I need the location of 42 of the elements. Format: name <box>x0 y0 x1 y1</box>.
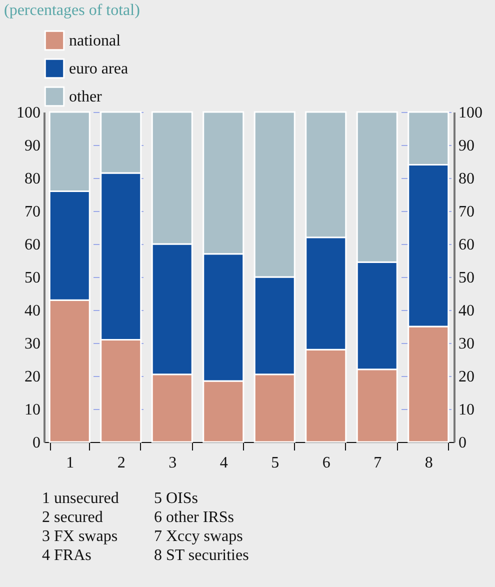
x-tick-label: 8 <box>424 454 433 472</box>
y2-tick-label: 70 <box>458 204 474 220</box>
y-tick-label: 90 <box>24 138 40 154</box>
y2-tick-label: 50 <box>458 270 474 286</box>
y2-tick-label: 90 <box>458 138 474 154</box>
text: 3 FX swaps <box>42 528 119 547</box>
text: 8 ST securities <box>154 547 250 566</box>
y-tick-label: 80 <box>24 170 40 188</box>
x-tick-label: 4 <box>220 454 228 472</box>
y2-tick-label: 0 <box>458 434 466 452</box>
legend-label: national <box>69 32 122 50</box>
text: 2 secured <box>42 509 104 528</box>
text: 7 Xccy swaps <box>154 528 244 547</box>
y2-tick-label: 30 <box>458 336 474 352</box>
text: 6 other IRSs <box>154 509 235 528</box>
x-tick-label: 6 <box>322 454 330 472</box>
chart-title: (percentages of total) <box>4 2 140 19</box>
y-tick-label: 10 <box>24 402 40 418</box>
y2-tick-label: 10 <box>458 402 474 418</box>
y2-tick-label: 20 <box>458 368 474 386</box>
x-tick-label: 2 <box>117 454 126 472</box>
x-tick-label: 7 <box>374 454 382 472</box>
y-tick-label: 20 <box>24 368 40 386</box>
y-tick-label: 60 <box>24 236 40 254</box>
legend-label: euro area <box>69 60 128 78</box>
text: 5 OISs <box>154 490 200 509</box>
text: 4 FRAs <box>42 547 92 566</box>
x-tick-label: 3 <box>168 454 177 472</box>
y2-tick-label: 100 <box>458 104 482 122</box>
y-tick-label: 0 <box>32 434 40 452</box>
y-tick-label: 70 <box>24 204 40 220</box>
y2-tick-label: 40 <box>458 302 474 320</box>
y-tick-label: 30 <box>24 336 40 352</box>
x-tick-label: 1 <box>66 454 74 472</box>
y-tick-label: 50 <box>24 270 40 286</box>
y2-tick-label: 80 <box>458 170 474 188</box>
y-tick-label: 40 <box>24 302 40 320</box>
legend-label: other <box>69 88 103 106</box>
x-tick-label: 5 <box>271 454 280 472</box>
y2-tick-label: 60 <box>458 236 474 254</box>
y-tick-label: 100 <box>16 104 40 122</box>
text: 1 unsecured <box>42 490 120 509</box>
